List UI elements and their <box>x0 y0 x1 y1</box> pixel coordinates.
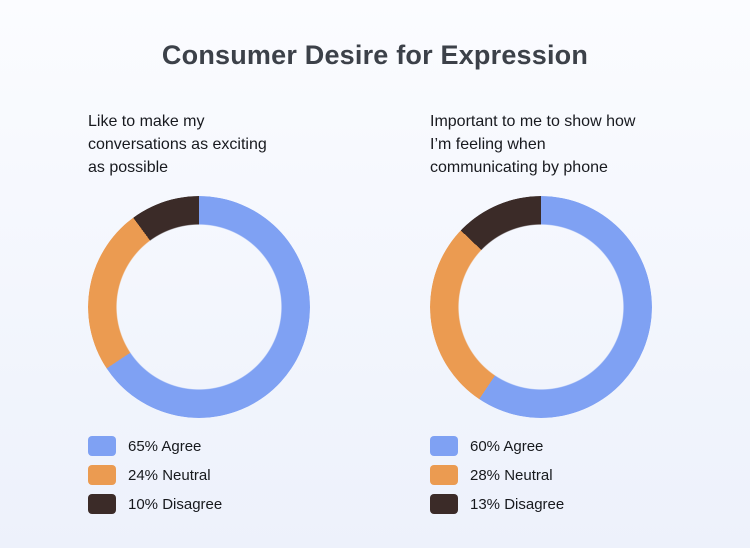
legend-item-agree: 60% Agree <box>430 436 564 456</box>
donut-chart-right <box>430 196 652 418</box>
chart-section-left: Like to make my conversations as excitin… <box>88 110 348 548</box>
legend-swatch-neutral <box>430 465 458 485</box>
legend-label-disagree: 13% Disagree <box>470 495 565 513</box>
legend-label-disagree: 10% Disagree <box>128 495 223 513</box>
page-title: Consumer Desire for Expression <box>161 40 589 70</box>
chart-right-legend: 60% Agree 28% Neutral 13% Disagree <box>430 436 564 523</box>
legend-swatch-neutral <box>88 465 116 485</box>
legend-label-agree: 65% Agree <box>128 437 202 455</box>
chart-section-right: Important to me to show how I’m feeling … <box>430 110 690 548</box>
legend-swatch-agree <box>88 436 116 456</box>
legend-item-disagree: 13% Disagree <box>430 494 564 514</box>
legend-item-disagree: 10% Disagree <box>88 494 222 514</box>
legend-swatch-disagree <box>88 494 116 514</box>
chart-right-subtitle: Important to me to show how I’m feeling … <box>430 113 636 176</box>
chart-left-subtitle: Like to make my conversations as excitin… <box>88 113 267 176</box>
legend-item-agree: 65% Agree <box>88 436 222 456</box>
legend-item-neutral: 24% Neutral <box>88 465 222 485</box>
legend-swatch-disagree <box>430 494 458 514</box>
chart-left-legend: 65% Agree 24% Neutral 10% Disagree <box>88 436 222 523</box>
legend-label-neutral: 24% Neutral <box>128 466 211 484</box>
donut-chart-left <box>88 196 310 418</box>
legend-swatch-agree <box>430 436 458 456</box>
legend-label-neutral: 28% Neutral <box>470 466 553 484</box>
legend-item-neutral: 28% Neutral <box>430 465 564 485</box>
legend-label-agree: 60% Agree <box>470 437 544 455</box>
